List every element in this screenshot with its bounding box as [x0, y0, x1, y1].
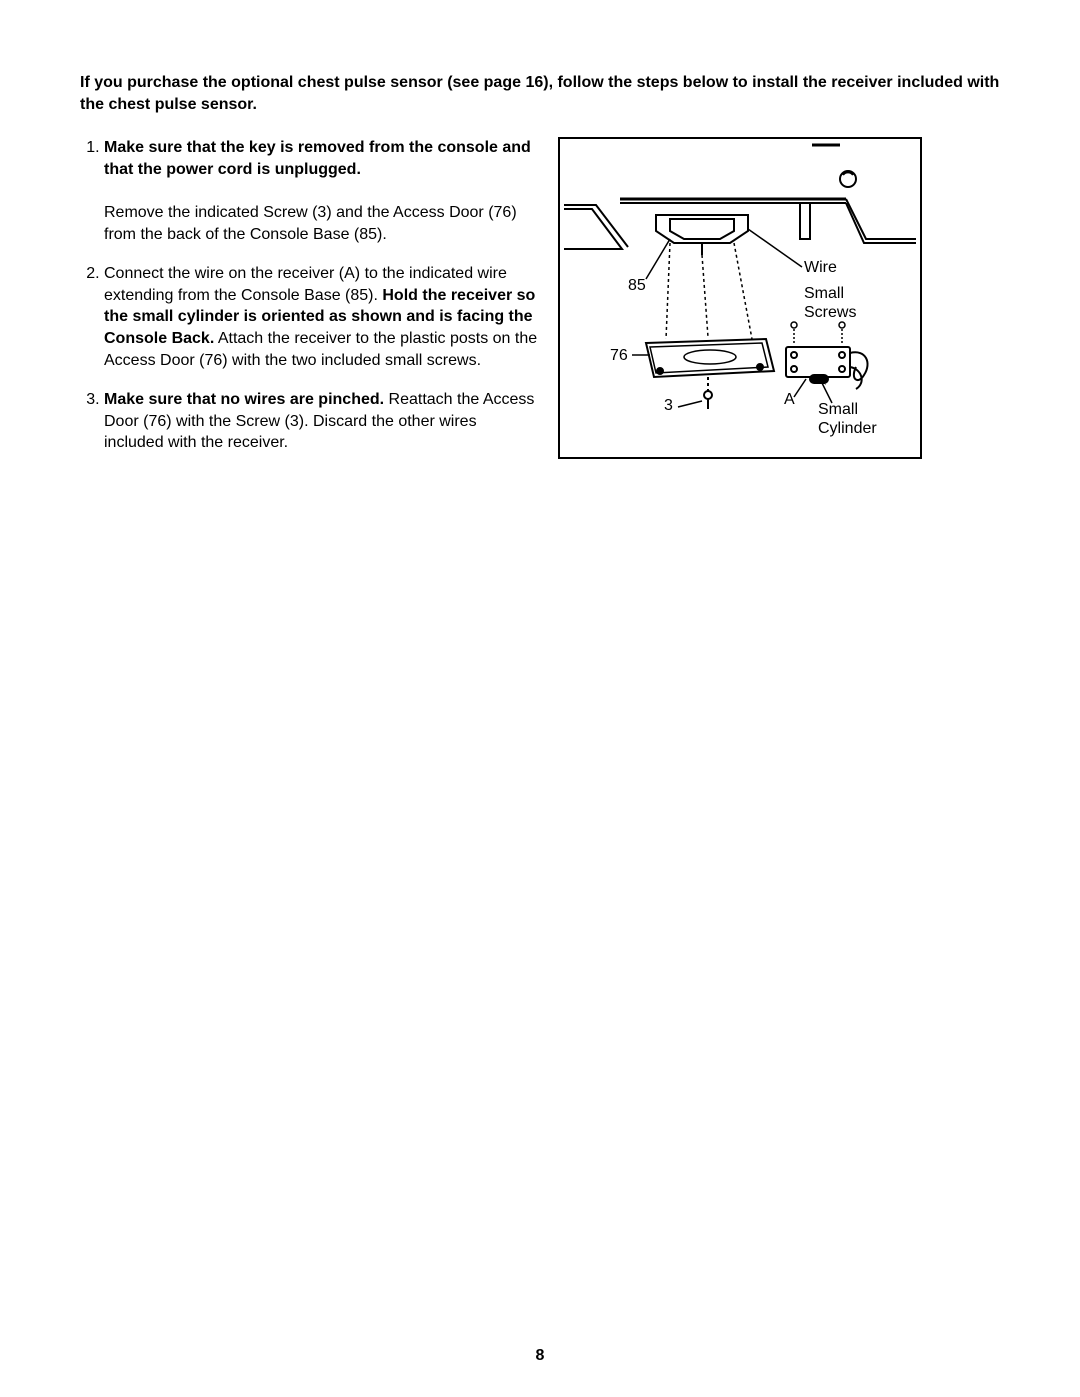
text-column: Make sure that the key is removed from t…: [80, 137, 540, 472]
label-wire: Wire: [804, 259, 837, 277]
step-1-rest: Remove the indicated Screw (3) and the A…: [104, 204, 517, 243]
label-small-screws: Small Screws: [804, 285, 856, 322]
step-2: Connect the wire on the receiver (A) to …: [104, 263, 540, 371]
page: If you purchase the optional chest pulse…: [0, 0, 1080, 1397]
content-row: Make sure that the key is removed from t…: [80, 137, 1000, 472]
steps-list: Make sure that the key is removed from t…: [80, 137, 540, 454]
label-76: 76: [610, 347, 628, 365]
step-1: Make sure that the key is removed from t…: [104, 137, 540, 245]
label-85: 85: [628, 277, 646, 295]
step-3-bold: Make sure that no wires are pinched.: [104, 391, 384, 408]
label-3: 3: [664, 397, 673, 415]
label-small-cylinder: Small Cylinder: [818, 401, 877, 438]
diagram-box: Wire Small Screws 85 76 3 A Small Cylind…: [558, 137, 922, 459]
step-1-bold: Make sure that the key is removed from t…: [104, 139, 531, 178]
page-number: 8: [0, 1347, 1080, 1365]
diagram-column: Wire Small Screws 85 76 3 A Small Cylind…: [558, 137, 922, 459]
intro-paragraph: If you purchase the optional chest pulse…: [80, 72, 1000, 115]
label-a: A: [784, 391, 795, 409]
step-3: Make sure that no wires are pinched. Rea…: [104, 389, 540, 454]
